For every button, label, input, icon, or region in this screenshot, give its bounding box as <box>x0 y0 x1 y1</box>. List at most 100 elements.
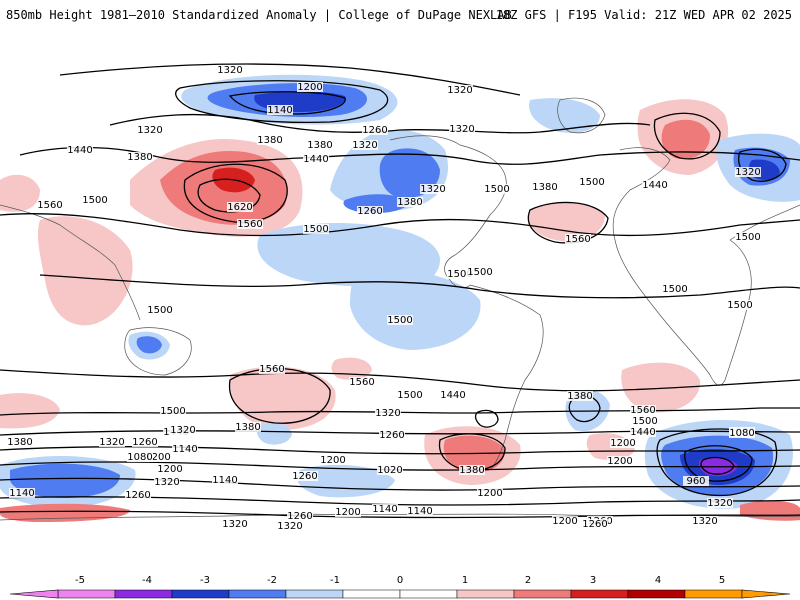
contour-label-bg <box>227 202 253 212</box>
contour-label: 1440 <box>630 427 655 438</box>
contour-label-bg <box>729 428 755 438</box>
coastline <box>612 147 752 386</box>
anomaly-region <box>661 119 710 160</box>
colorbar-segment <box>456 589 515 599</box>
colorbar-tick-label: 4 <box>654 575 662 586</box>
colorbar-tick-label: -4 <box>142 575 152 586</box>
contour-line <box>474 409 499 428</box>
contour-label-bg <box>630 427 656 437</box>
contour-label: 1260 <box>287 511 312 522</box>
contour-label: 1500 <box>387 315 412 326</box>
contour-label-bg <box>735 232 761 242</box>
contour-label: 1380 <box>459 465 484 476</box>
contour-label-bg <box>484 184 510 194</box>
contour-label: 1200 <box>610 438 635 449</box>
contour-label: 1320 <box>217 65 242 76</box>
colorbar-tick-label: 2 <box>524 575 532 586</box>
contour-label-bg <box>582 519 608 529</box>
anomaly-region <box>229 366 336 430</box>
contour-label: 1320 <box>137 125 162 136</box>
contour-label: 1200 <box>477 488 502 499</box>
colorbar-segment <box>114 589 173 599</box>
contour-label-bg <box>267 105 293 115</box>
colorbar-tick-label: 0 <box>396 575 404 586</box>
header-bar: 850mb Height 1981–2010 Standardized Anom… <box>0 0 800 30</box>
contour-label: 960 <box>686 476 705 487</box>
anomaly-region <box>740 500 800 521</box>
contour-line <box>438 433 506 471</box>
contour-label-bg <box>145 452 171 462</box>
contour-label-bg <box>172 444 198 454</box>
contour-label: 1320 <box>375 408 400 419</box>
contour-label-bg <box>82 195 108 205</box>
anomaly-region <box>350 268 481 350</box>
contour-label-bg <box>362 125 388 135</box>
contour-label: 1080 <box>127 452 152 463</box>
contour-label: 1500 <box>467 267 492 278</box>
coastline <box>389 135 507 289</box>
contour-label-bg <box>607 456 633 466</box>
contour-label: 1320 <box>447 85 472 96</box>
contour-label: 1200 <box>157 464 182 475</box>
anomaly-colorbar <box>9 589 791 599</box>
contour-label: 1140 <box>9 488 34 499</box>
contour-label-bg <box>212 475 238 485</box>
contour-label-bg <box>7 437 33 447</box>
contour-label-bg <box>630 405 656 415</box>
contour-label: 1440 <box>303 154 328 165</box>
contour-label-bg <box>297 82 323 92</box>
contour-line <box>0 213 800 237</box>
contour-label-bg <box>37 200 63 210</box>
contour-label: 1260 <box>362 125 387 136</box>
contour-line <box>39 274 800 299</box>
contour-label: 1080 <box>729 428 754 439</box>
contour-label-bg <box>320 455 346 465</box>
map-panel: 1320 1200 1140 1320 1260 1320 1380 1320 1320 1380… <box>0 40 800 530</box>
contour-line <box>0 461 800 471</box>
contour-label: 1140 <box>372 504 397 515</box>
contour-label-bg <box>377 465 403 475</box>
contour-label: 1380 <box>567 391 592 402</box>
contour-label-bg <box>287 511 313 521</box>
contour-label-bg <box>532 182 558 192</box>
contour-label: 1560 <box>349 377 374 388</box>
contour-label: 1140 <box>212 475 237 486</box>
contour-label: 1140 <box>172 444 197 455</box>
contour-label: 1500 <box>662 284 687 295</box>
colorbar-segment <box>627 589 686 599</box>
contour-label: 1200 <box>335 507 360 518</box>
contour-label: 1320 <box>154 477 179 488</box>
contour-label-bg <box>259 364 285 374</box>
contour-label-bg <box>440 390 466 400</box>
contour-label: 1320 <box>420 184 445 195</box>
contour-label: 1260 <box>292 471 317 482</box>
contour-label-bg <box>127 152 153 162</box>
contour-label: 1560 <box>565 234 590 245</box>
colorbar-labels: -5 -4 -3 -2 -1 0 1 2 3 4 5 <box>0 574 800 588</box>
coastline <box>469 284 544 471</box>
contour-label: 1320 <box>735 167 760 178</box>
contour-label-bg <box>222 519 248 529</box>
contour-line <box>109 113 651 134</box>
contour-label-bg <box>217 65 243 75</box>
contour-label: 1320 <box>707 498 732 509</box>
contour-label: 1200 <box>552 516 577 527</box>
contour-label: 1440 <box>440 390 465 401</box>
contour-line <box>0 510 800 519</box>
contour-label: 1200 <box>145 452 170 463</box>
model-run-info: 18Z GFS | F195 Valid: 21Z WED APR 02 202… <box>495 8 792 22</box>
contour-label: 1320 <box>222 519 247 530</box>
contour-label: 1500 <box>579 177 604 188</box>
colorbar-segment <box>570 589 629 599</box>
colorbar-segment <box>399 589 458 599</box>
contour-label: 1500 <box>397 390 422 401</box>
contour-label: 1560 <box>259 364 284 375</box>
contour-label-bg <box>127 452 153 462</box>
contour-label: 1020 <box>377 465 402 476</box>
colorbar-tick-label: 1 <box>461 575 469 586</box>
contour-label: 1140 <box>267 105 292 116</box>
contour-label-bg <box>567 391 593 401</box>
contour-line <box>653 112 721 160</box>
